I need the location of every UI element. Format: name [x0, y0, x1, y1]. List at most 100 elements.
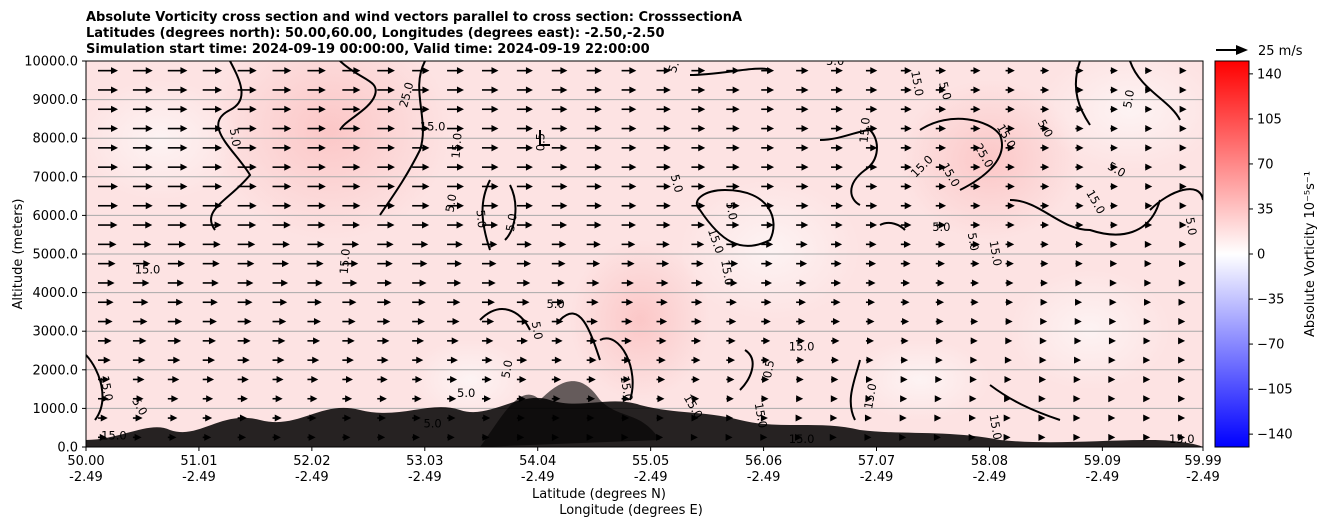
wind-vector: [761, 337, 771, 345]
contour-label-33: 5.0: [1183, 216, 1200, 236]
wind-vector: [1075, 125, 1084, 133]
contour-label-8: 5.0: [503, 212, 520, 232]
colorbar-gradient: [1214, 60, 1250, 448]
wind-vector: [796, 375, 804, 383]
wind-vector: [481, 279, 496, 287]
wind-vector: [412, 105, 430, 113]
wind-vector: [1145, 125, 1153, 133]
contour-label-9: 0.5: [533, 133, 547, 151]
wind-vector: [132, 356, 146, 364]
colorbar: 140 105 70 35 0 −35 −70 −105 −140 Absolute Vorti…: [1214, 60, 1318, 448]
wind-vector: [342, 337, 355, 345]
wind-vector: [586, 375, 596, 383]
wind-vector: [621, 163, 637, 171]
wind-vector: [935, 202, 947, 210]
wind-vector: [1178, 375, 1186, 383]
wind-vector: [132, 202, 153, 210]
wind-vector: [516, 279, 531, 287]
wind-vector: [900, 298, 910, 306]
wind-vector: [1145, 221, 1153, 229]
wind-vector: [970, 337, 978, 345]
wind-vector: [1179, 182, 1187, 190]
wind-vector: [447, 163, 464, 171]
wind-vector: [481, 240, 498, 248]
wind-vector: [167, 356, 181, 364]
wind-vector: [307, 395, 318, 403]
wind-vector: [970, 202, 981, 210]
wind-vector: [412, 163, 430, 171]
wind-vector: [342, 163, 361, 171]
wind-vector: [900, 221, 912, 229]
wind-vector: [377, 144, 395, 152]
wind-vector: [900, 240, 911, 248]
wind-vector: [1040, 67, 1050, 75]
wind-vector: [1040, 163, 1050, 171]
wind-vector: [1179, 202, 1187, 210]
wind-vector: [1143, 414, 1151, 422]
wind-vector: [1074, 318, 1082, 326]
wind-vector: [935, 240, 946, 248]
wind-vector: [481, 105, 499, 113]
wind-vector: [1003, 433, 1011, 441]
wind-vector: [761, 279, 773, 287]
wind-vector: [202, 144, 223, 152]
wind-vector: [761, 105, 775, 113]
wind-vector: [796, 202, 809, 210]
wind-vector: [1108, 356, 1116, 364]
wind-vector: [342, 144, 361, 152]
x-tick-lon-9: -2.49: [1086, 470, 1120, 485]
contour-label-38: 5.0: [498, 359, 515, 379]
wind-vector: [621, 202, 637, 210]
wind-vector: [447, 318, 460, 326]
wind-vector: [761, 356, 770, 364]
wind-vector: [412, 125, 430, 133]
wind-vector: [900, 375, 908, 383]
x-tick-lat-3: 53.03: [406, 454, 443, 469]
wind-vectors: [98, 67, 1187, 441]
wind-vector: [1109, 279, 1117, 287]
wind-vector: [691, 337, 702, 345]
y-tick-label-10: 10000.0: [24, 55, 78, 70]
wind-vector: [1143, 337, 1151, 345]
contour-label-6: 5.0: [443, 193, 460, 213]
wind-vector: [132, 414, 143, 422]
colorbar-tick-label-5: −35: [1257, 293, 1284, 308]
x-tick-lat-5: 55.05: [632, 454, 669, 469]
wind-vector: [726, 414, 734, 422]
wind-vector: [865, 260, 877, 268]
contour-label-45: 15.0: [789, 432, 815, 446]
wind-vector: [1005, 318, 1013, 326]
wind-vector: [656, 182, 671, 190]
wind-vector: [796, 279, 807, 287]
wind-vector: [202, 260, 220, 268]
wind-vector: [342, 433, 351, 441]
wind-vector: [831, 260, 842, 268]
wind-vector: [1040, 182, 1050, 190]
wind-vector: [551, 375, 562, 383]
wind-vector: [831, 221, 843, 229]
wind-vector: [1005, 298, 1014, 306]
wind-vector: [726, 375, 735, 383]
wind-vector: [98, 279, 115, 287]
wind-vector: [796, 182, 809, 190]
wind-vector: [935, 144, 947, 152]
wind-vector: [237, 240, 256, 248]
wind-vector: [865, 240, 877, 248]
x-tick-lat-4: 54.04: [519, 454, 556, 469]
wind-vector: [98, 375, 110, 383]
wind-vector: [935, 337, 944, 345]
wind-vector: [900, 279, 911, 287]
wind-vector: [970, 105, 981, 113]
wind-vector: [237, 298, 253, 306]
wind-vector: [202, 395, 214, 403]
wind-vector: [656, 260, 670, 268]
wind-vector: [412, 144, 430, 152]
wind-vector: [831, 163, 843, 171]
wind-vector: [167, 260, 186, 268]
wind-vector: [1108, 375, 1116, 383]
wind-vector: [726, 144, 740, 152]
wind-vector: [307, 375, 319, 383]
wind-vector: [132, 240, 152, 248]
wind-vector: [202, 298, 218, 306]
